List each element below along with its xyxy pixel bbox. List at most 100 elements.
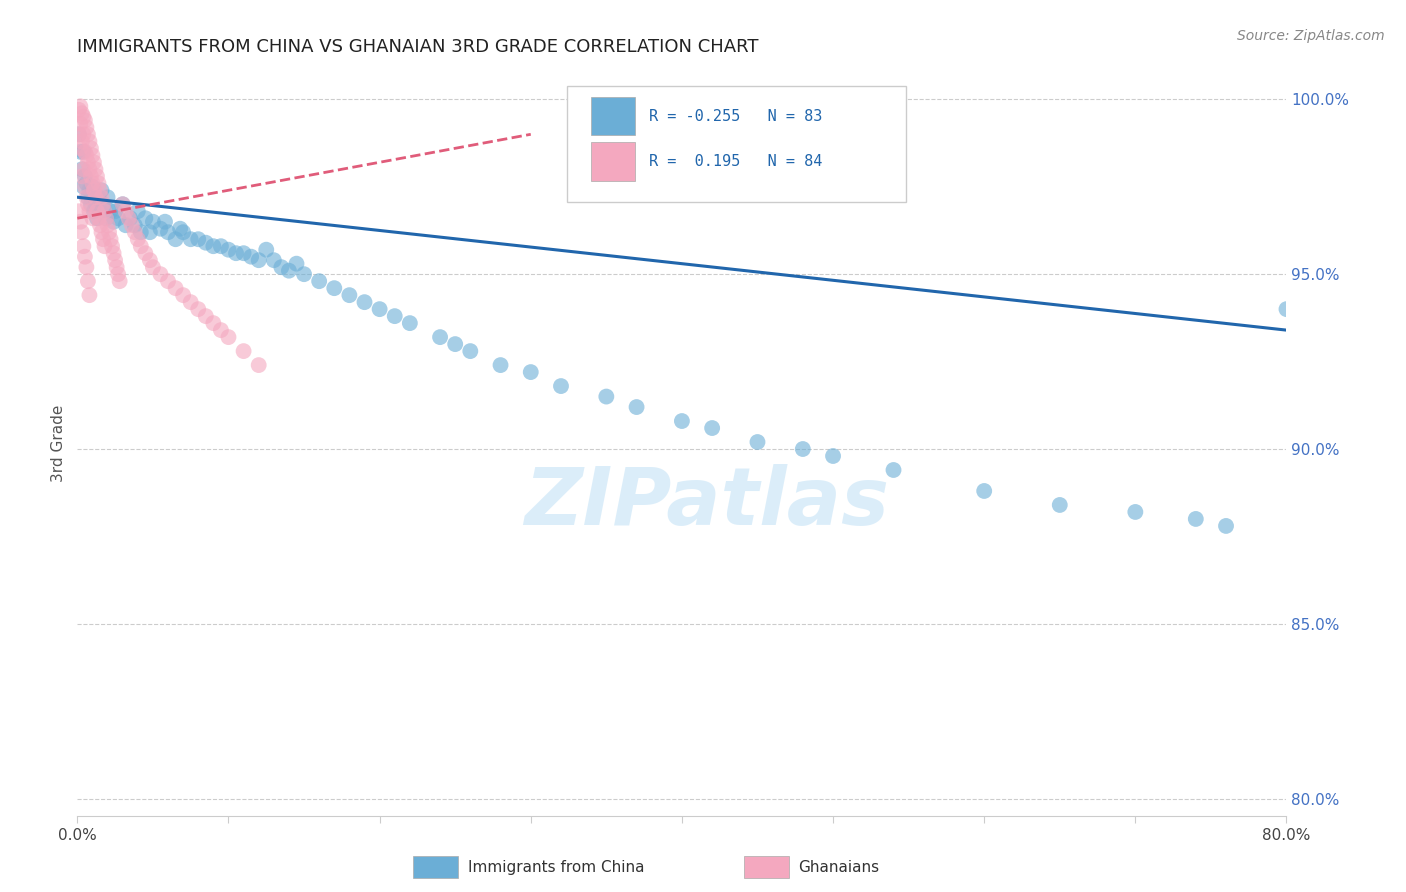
Point — [75, 190, 97, 204]
Point — [209, 239, 232, 253]
Text: R = -0.255   N = 83: R = -0.255 N = 83 — [650, 109, 823, 124]
Point — [90, 190, 112, 204]
Point — [194, 235, 217, 250]
Point — [90, 225, 112, 239]
Point — [79, 204, 101, 219]
Point — [82, 211, 104, 226]
Point — [100, 232, 122, 246]
Point — [77, 197, 100, 211]
Point — [67, 103, 90, 117]
Point — [67, 128, 90, 142]
Point — [83, 155, 105, 169]
Point — [792, 442, 814, 456]
Point — [108, 274, 131, 288]
Point — [263, 253, 285, 268]
Point — [308, 274, 330, 288]
Point — [80, 141, 103, 155]
Point — [67, 128, 90, 142]
Point — [79, 183, 101, 197]
Point — [202, 239, 225, 253]
Point — [69, 99, 91, 113]
Point — [86, 169, 108, 184]
Point — [89, 218, 111, 232]
Point — [225, 246, 247, 260]
Point — [72, 145, 94, 159]
FancyBboxPatch shape — [567, 87, 905, 202]
Point — [149, 221, 172, 235]
Point — [96, 190, 118, 204]
Point — [77, 128, 100, 142]
Point — [89, 183, 111, 197]
Point — [1215, 519, 1237, 533]
Point — [73, 250, 96, 264]
Point — [87, 211, 110, 226]
Point — [218, 330, 240, 344]
Point — [278, 263, 301, 277]
Point — [118, 211, 141, 226]
Point — [595, 390, 617, 404]
Point — [142, 215, 165, 229]
Point — [187, 302, 209, 317]
Point — [91, 197, 114, 211]
Point — [83, 183, 105, 197]
Point — [520, 365, 543, 379]
Point — [72, 239, 94, 253]
Point — [209, 323, 232, 337]
Point — [973, 483, 995, 498]
Point — [247, 253, 270, 268]
Text: ZIPatlas: ZIPatlas — [523, 465, 889, 542]
Point — [139, 225, 162, 239]
Point — [69, 145, 91, 159]
Point — [93, 204, 115, 219]
Point — [323, 281, 346, 295]
Point — [218, 243, 240, 257]
Point — [69, 215, 91, 229]
Point — [172, 225, 194, 239]
Point — [384, 309, 406, 323]
Point — [747, 435, 769, 450]
Point — [94, 211, 117, 226]
Point — [70, 106, 93, 120]
FancyBboxPatch shape — [592, 142, 634, 181]
Text: IMMIGRANTS FROM CHINA VS GHANAIAN 3RD GRADE CORRELATION CHART: IMMIGRANTS FROM CHINA VS GHANAIAN 3RD GR… — [77, 38, 759, 56]
Point — [172, 288, 194, 302]
Point — [292, 267, 315, 281]
Text: Ghanaians: Ghanaians — [799, 861, 880, 875]
Point — [550, 379, 572, 393]
Point — [91, 197, 114, 211]
Point — [100, 204, 122, 219]
Point — [247, 358, 270, 372]
Point — [127, 204, 149, 219]
Point — [180, 295, 202, 310]
Point — [73, 113, 96, 128]
Point — [821, 449, 844, 463]
Point — [399, 316, 422, 330]
Point — [702, 421, 724, 435]
Point — [124, 218, 146, 232]
Point — [157, 274, 180, 288]
Point — [107, 267, 129, 281]
Point — [153, 215, 176, 229]
Point — [337, 288, 360, 302]
Point — [157, 225, 180, 239]
Point — [134, 211, 156, 226]
Point — [232, 246, 254, 260]
Point — [86, 204, 108, 219]
Point — [232, 344, 254, 359]
Point — [165, 232, 187, 246]
Point — [67, 204, 90, 219]
Point — [87, 176, 110, 190]
Point — [134, 246, 156, 260]
Point — [82, 148, 104, 162]
Point — [240, 250, 263, 264]
Point — [75, 176, 97, 190]
Point — [70, 134, 93, 148]
Point — [111, 197, 134, 211]
Point — [84, 162, 107, 177]
Point — [129, 239, 152, 253]
Point — [202, 316, 225, 330]
Point — [368, 302, 391, 317]
Point — [353, 295, 375, 310]
Point — [121, 218, 143, 232]
Point — [70, 169, 93, 184]
